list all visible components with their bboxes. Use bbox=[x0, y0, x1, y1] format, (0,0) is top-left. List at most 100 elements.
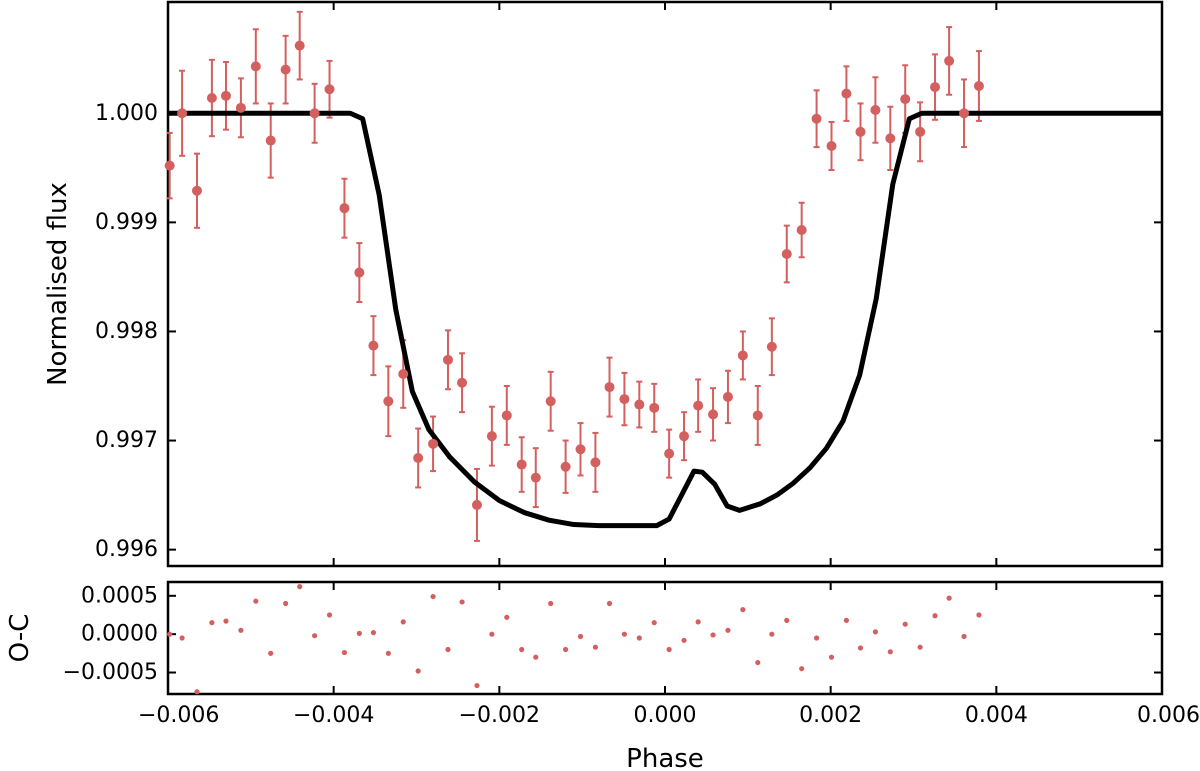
residual-data-point bbox=[341, 649, 348, 656]
residual-data-point bbox=[519, 646, 525, 653]
residual-data-point bbox=[902, 621, 908, 627]
residual-data-point bbox=[769, 631, 775, 637]
residual-data-point bbox=[326, 612, 333, 618]
flux-data-point bbox=[915, 126, 926, 137]
residual-data-point bbox=[681, 637, 687, 643]
residual-data-point bbox=[813, 635, 820, 641]
flux-data-point bbox=[679, 431, 690, 442]
residual-data-point bbox=[843, 617, 850, 623]
flux-data-point bbox=[841, 88, 852, 99]
flux-data-point bbox=[457, 377, 468, 388]
residual-data-point bbox=[976, 612, 982, 618]
flux-data-point bbox=[265, 135, 276, 146]
residual-data-point bbox=[636, 635, 642, 641]
flux-x-ticks bbox=[167, 2, 1163, 566]
residual-data-point bbox=[253, 598, 259, 604]
residual-data-point bbox=[621, 631, 628, 637]
flux-data-point bbox=[164, 160, 175, 171]
flux-data-point bbox=[796, 225, 807, 235]
residual-data-point bbox=[268, 650, 274, 656]
phase-tick-label: −0.002 bbox=[459, 703, 540, 728]
flux-data-point bbox=[501, 410, 512, 421]
residual-data-point bbox=[283, 600, 289, 607]
flux-data-point bbox=[442, 354, 453, 365]
residual-data-point bbox=[489, 631, 495, 637]
residual-data-point bbox=[606, 600, 613, 607]
flux-data-point bbox=[870, 105, 881, 115]
flux-y-tick-label: 1.000 bbox=[95, 101, 158, 126]
flux-data-point bbox=[664, 448, 675, 459]
flux-data-point bbox=[428, 438, 439, 449]
residual-data-point bbox=[740, 607, 746, 613]
residual-data-point bbox=[415, 668, 421, 674]
residual-axis-title: O-C bbox=[5, 614, 35, 663]
residual-data-point bbox=[385, 650, 391, 656]
residual-data-point bbox=[577, 633, 584, 640]
residual-data-point bbox=[238, 627, 244, 633]
residual-data-point bbox=[356, 630, 362, 636]
flux-error-bars bbox=[166, 10, 982, 542]
residual-data-point bbox=[725, 627, 731, 633]
residual-data-point bbox=[548, 600, 554, 607]
flux-data-point bbox=[722, 391, 733, 402]
flux-y-ticks: 0.996 0.997 0.998 0.999 1.000 bbox=[95, 101, 1162, 562]
flux-data-point bbox=[634, 399, 645, 410]
residual-data-point bbox=[887, 649, 893, 655]
residual-data-point bbox=[445, 646, 451, 653]
residual-data-point bbox=[370, 630, 377, 636]
flux-data-point bbox=[516, 459, 527, 470]
residual-data-point bbox=[223, 618, 229, 624]
residual-data-point bbox=[400, 619, 406, 625]
phase-tick-label: −0.004 bbox=[293, 703, 374, 728]
flux-data-point bbox=[973, 81, 984, 91]
flux-data-point bbox=[811, 113, 822, 124]
flux-data-point bbox=[560, 461, 571, 472]
residual-data-point bbox=[194, 689, 200, 695]
residual-data-point bbox=[695, 619, 701, 625]
residual-data-point bbox=[651, 620, 657, 626]
residual-data-point bbox=[932, 613, 938, 619]
residual-data-point bbox=[430, 593, 436, 600]
phase-tick-label: 0.002 bbox=[799, 703, 862, 728]
flux-data-point bbox=[177, 108, 188, 119]
phase-tick-label: 0.004 bbox=[965, 703, 1028, 728]
flux-data-point bbox=[471, 499, 482, 510]
residual-data-point bbox=[755, 659, 761, 666]
flux-data-points bbox=[164, 40, 984, 510]
flux-data-point bbox=[206, 93, 217, 103]
phase-axis-title: Phase bbox=[626, 744, 704, 771]
flux-data-point bbox=[486, 431, 497, 442]
flux-data-point bbox=[545, 396, 556, 407]
flux-data-point bbox=[590, 457, 601, 468]
flux-y-tick-label: 0.999 bbox=[95, 210, 158, 235]
flux-data-point bbox=[649, 402, 660, 413]
flux-panel-frame bbox=[166, 0, 1164, 568]
flux-data-point bbox=[294, 40, 305, 51]
residual-data-point bbox=[179, 635, 185, 641]
flux-data-point bbox=[309, 108, 320, 119]
residual-data-point bbox=[946, 595, 952, 601]
flux-data-point bbox=[220, 90, 231, 101]
flux-data-point bbox=[398, 369, 409, 379]
phase-tick-label: −0.006 bbox=[138, 703, 219, 728]
residual-x-ticks: −0.006 −0.004 −0.002 0.000 0.002 0.004 0.006 bbox=[138, 582, 1200, 728]
flux-data-point bbox=[191, 185, 202, 196]
flux-data-point bbox=[619, 394, 630, 405]
residual-y-ticks: −0.0005 0.0000 0.0005 bbox=[63, 583, 1162, 685]
residual-data-point bbox=[592, 644, 599, 650]
flux-data-point bbox=[339, 203, 350, 214]
flux-data-point bbox=[781, 249, 792, 259]
flux-data-point bbox=[383, 396, 394, 407]
residual-y-tick-label: −0.0005 bbox=[63, 660, 158, 685]
flux-data-point bbox=[235, 102, 246, 113]
residual-data-point bbox=[563, 646, 569, 653]
residual-data-point bbox=[961, 633, 967, 640]
flux-data-point bbox=[250, 61, 261, 72]
residual-data-point bbox=[666, 646, 672, 653]
residual-data-point bbox=[312, 633, 318, 639]
flux-data-point bbox=[885, 133, 896, 144]
residual-data-point bbox=[533, 654, 539, 660]
flux-data-point bbox=[959, 108, 970, 119]
flux-data-point bbox=[855, 126, 866, 137]
